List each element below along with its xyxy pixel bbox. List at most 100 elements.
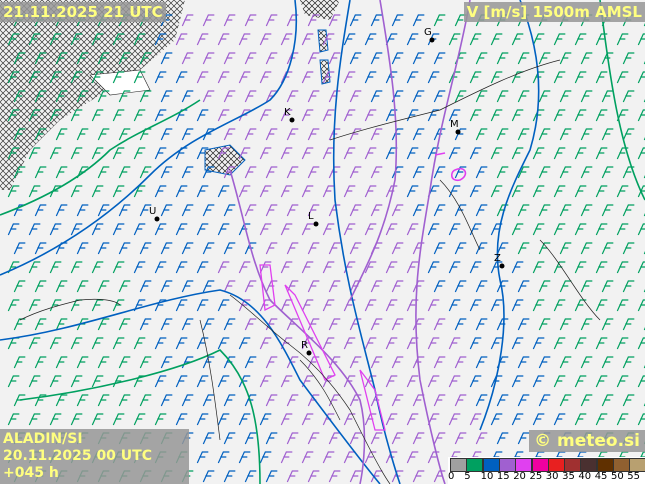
wind-barb xyxy=(412,432,425,445)
wind-barb xyxy=(616,299,629,312)
wind-barb xyxy=(181,318,194,331)
wind-barb xyxy=(7,147,20,160)
wind-barb xyxy=(391,128,404,141)
wind-barb xyxy=(622,356,635,369)
wind-barb xyxy=(34,280,47,293)
wind-barb xyxy=(76,280,89,293)
wind-barb xyxy=(370,432,383,445)
wind-barb xyxy=(139,394,152,407)
wind-barb xyxy=(196,71,209,84)
wind-barb xyxy=(490,147,503,160)
wind-barb xyxy=(343,109,356,122)
wind-barb xyxy=(580,394,593,407)
wind-barb xyxy=(217,147,230,160)
svg-text:L: L xyxy=(308,211,314,222)
wind-barb xyxy=(265,204,278,217)
wind-barb xyxy=(112,337,125,350)
wind-barb xyxy=(154,185,167,198)
wind-barb xyxy=(217,223,230,236)
wind-barb xyxy=(280,261,293,274)
wind-barb xyxy=(244,166,257,179)
wind-barb xyxy=(175,375,188,388)
wind-barb xyxy=(91,147,104,160)
wind-barb xyxy=(328,394,341,407)
wind-barb xyxy=(28,185,41,198)
wind-barb xyxy=(181,280,194,293)
city-markers: G K M U L Z R xyxy=(149,27,505,356)
legend-tick: 5 xyxy=(464,471,471,482)
wind-barb xyxy=(391,204,404,217)
wind-barb xyxy=(55,318,68,331)
wind-barb xyxy=(559,128,572,141)
wind-barb xyxy=(475,166,488,179)
wind-barb xyxy=(616,185,629,198)
wind-barb xyxy=(223,318,236,331)
wind-barb xyxy=(322,451,335,464)
wind-barb xyxy=(433,394,446,407)
wind-barb xyxy=(580,128,593,141)
wind-barb xyxy=(538,356,551,369)
wind-barb xyxy=(160,356,173,369)
wind-barb xyxy=(448,109,461,122)
wind-barb xyxy=(475,52,488,65)
wind-barb xyxy=(448,185,461,198)
wind-barb xyxy=(301,109,314,122)
wind-barb xyxy=(202,432,215,445)
wind-barb xyxy=(259,261,272,274)
wind-barb xyxy=(112,223,125,236)
wind-barb xyxy=(496,394,509,407)
wind-barb xyxy=(91,261,104,274)
wind-barb xyxy=(511,299,524,312)
wind-barb xyxy=(370,128,383,141)
wind-barb xyxy=(553,223,566,236)
wind-barb xyxy=(391,242,404,255)
wind-barb xyxy=(160,52,173,65)
wind-barb xyxy=(448,223,461,236)
wind-barb xyxy=(391,166,404,179)
wind-barb xyxy=(154,33,167,46)
wind-barb xyxy=(301,299,314,312)
wind-barb xyxy=(343,413,356,426)
wind-barb xyxy=(49,109,62,122)
wind-barb xyxy=(259,413,272,426)
wind-barb xyxy=(595,71,608,84)
wind-barb xyxy=(601,394,614,407)
wind-barb xyxy=(496,242,509,255)
wind-barb xyxy=(160,166,173,179)
wind-barb xyxy=(469,71,482,84)
wind-barb xyxy=(448,299,461,312)
wind-barb xyxy=(286,242,299,255)
wind-barb xyxy=(349,90,362,103)
wind-barb xyxy=(280,299,293,312)
wind-barb xyxy=(322,33,335,46)
city-M: M xyxy=(450,119,461,135)
wind-barb xyxy=(469,109,482,122)
wind-barb xyxy=(559,166,572,179)
wind-barb xyxy=(259,223,272,236)
legend-tick: 10 xyxy=(480,471,494,482)
wind-barb xyxy=(217,337,230,350)
wind-barb xyxy=(328,14,341,27)
wind-barb xyxy=(553,33,566,46)
wind-barb xyxy=(601,318,614,331)
color-legend: 0 5 10 15 20 25 30 35 40 45 50 55 xyxy=(448,457,645,484)
wind-barb xyxy=(202,52,215,65)
wind-barb xyxy=(406,451,419,464)
wind-barb xyxy=(328,432,341,445)
svg-text:Z: Z xyxy=(494,253,501,264)
wind-barb xyxy=(28,109,41,122)
wind-barb xyxy=(139,52,152,65)
wind-barb xyxy=(328,204,341,217)
wind-barb xyxy=(28,413,41,426)
wind-barb xyxy=(196,109,209,122)
wind-barb xyxy=(265,242,278,255)
wind-barb xyxy=(97,90,110,103)
wind-barb xyxy=(286,204,299,217)
wind-barb xyxy=(97,356,110,369)
wind-barb xyxy=(622,394,635,407)
wind-barb xyxy=(97,204,110,217)
wind-barb xyxy=(259,185,272,198)
wind-barb xyxy=(70,185,83,198)
wind-barb xyxy=(55,166,68,179)
